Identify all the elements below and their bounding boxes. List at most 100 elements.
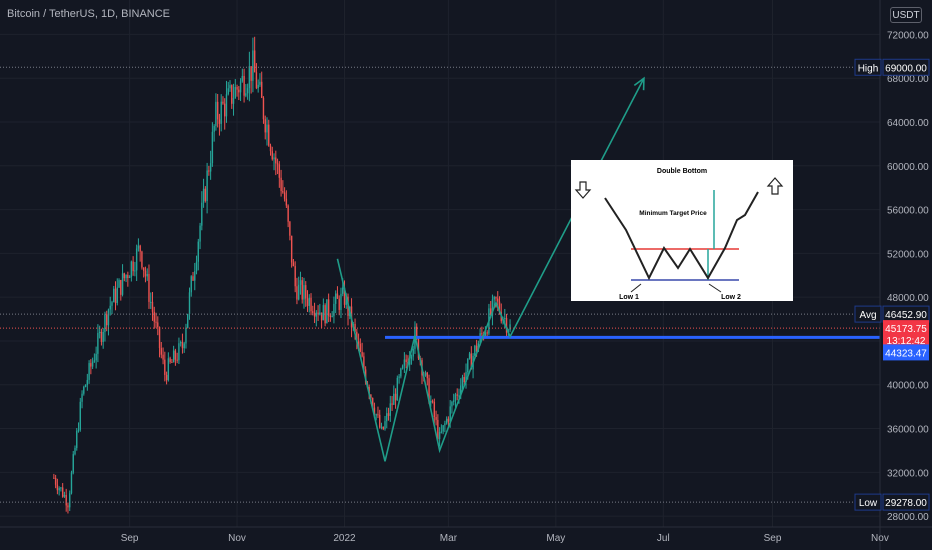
candle-body — [102, 331, 104, 342]
inset-panel — [571, 160, 793, 301]
candle-body — [266, 124, 268, 133]
candle-body — [79, 401, 81, 430]
candle-body — [135, 248, 138, 271]
candle-body — [151, 301, 154, 312]
candle-body — [305, 285, 307, 299]
candle-body — [253, 50, 256, 73]
candle-body — [262, 97, 265, 120]
candle-body — [493, 297, 495, 300]
candle-body — [164, 359, 166, 375]
candle-body — [389, 403, 391, 416]
candle-body — [243, 75, 245, 96]
candle-body — [165, 374, 168, 381]
candle-body — [195, 261, 198, 272]
candle-body — [324, 305, 326, 324]
candle-body — [127, 274, 129, 279]
low1-label: Low 1 — [619, 294, 639, 301]
candle-body — [234, 86, 236, 99]
candle-body — [146, 274, 148, 277]
time-axis[interactable]: Sep Nov 2022 Mar May Jul Sep Nov — [0, 526, 932, 544]
candle-body — [116, 287, 118, 303]
candle-body — [329, 315, 332, 317]
candle-body — [257, 84, 259, 89]
candle-body — [91, 361, 94, 367]
candle-body — [67, 505, 69, 508]
marker-price-box — [883, 344, 929, 361]
candle-body — [431, 400, 434, 402]
candle-body — [204, 188, 207, 201]
price-axis[interactable]: 28000.0032000.0036000.0040000.0044000.00… — [879, 0, 929, 550]
candle-body — [470, 353, 473, 370]
candle-body — [312, 311, 314, 313]
x-tick-label: Mar — [440, 533, 458, 544]
low2-pointer — [708, 283, 722, 293]
candle-body — [505, 318, 508, 333]
candle-body — [187, 314, 189, 328]
candle-body — [58, 488, 60, 491]
candle-body — [192, 276, 194, 281]
down-arrow-icon — [574, 181, 592, 199]
candle-body — [128, 277, 131, 279]
candle-body — [268, 124, 270, 146]
candle-body — [386, 413, 388, 422]
up-arrow-icon — [766, 177, 784, 195]
candle-body — [174, 350, 177, 360]
candle-body — [160, 348, 163, 355]
candle-body — [405, 359, 407, 362]
candle-body — [125, 274, 127, 279]
candle-body — [384, 421, 386, 430]
candle-body — [447, 418, 450, 422]
candle-body — [282, 191, 284, 193]
y-tick-label: 56000.00 — [887, 206, 929, 217]
candle-body — [301, 280, 303, 300]
candle-body — [280, 177, 282, 192]
marker-tag — [854, 493, 882, 511]
candle-body — [379, 414, 381, 428]
low1-pointer — [630, 283, 642, 293]
candle-body — [157, 322, 159, 328]
candle-body — [178, 343, 180, 361]
candle-body — [345, 296, 347, 305]
y-tick-label: 64000.00 — [887, 118, 929, 129]
currency-button[interactable]: USDT — [890, 7, 922, 23]
candle-body — [276, 163, 279, 165]
candle-body — [141, 251, 143, 268]
candle-body — [315, 312, 318, 317]
candle-body — [227, 88, 229, 95]
marker-tag — [854, 305, 882, 323]
candle-body — [382, 426, 384, 430]
candle-body — [69, 493, 71, 508]
candle-body — [98, 331, 101, 334]
candle-body — [113, 288, 115, 303]
candle-body — [53, 477, 55, 479]
candle-body — [361, 351, 363, 357]
candle-body — [410, 356, 413, 359]
y-tick-label: 52000.00 — [887, 249, 929, 260]
candle-body — [380, 426, 383, 428]
x-tick-label: Sep — [121, 533, 139, 544]
candle-body — [467, 358, 469, 373]
y-tick-label: 48000.00 — [887, 293, 929, 304]
candle-body — [132, 261, 134, 272]
candle-body — [81, 393, 83, 402]
candle-body — [338, 298, 340, 310]
candle-body — [377, 414, 379, 416]
candle-body — [509, 324, 511, 331]
candle-body — [408, 358, 411, 365]
candle-body — [229, 85, 231, 89]
candle-body — [213, 125, 215, 132]
candle-body — [375, 414, 377, 416]
candle-body — [336, 293, 339, 299]
candle-body — [303, 285, 305, 300]
x-tick-label: Nov — [871, 533, 889, 544]
candle-body — [224, 103, 226, 117]
double-bottom-inset: Double Bottom Minimum Target Price Low 1 Lo… — [571, 160, 793, 301]
symbol-title: Bitcoin / TetherUS, 1D, BINANCE — [7, 8, 171, 20]
double-bottom-pattern-line — [336, 76, 645, 462]
candle-body — [111, 302, 113, 306]
marker-price-value: 69000.00 — [885, 63, 927, 74]
candle-body — [83, 386, 85, 394]
candle-body — [313, 312, 316, 317]
candle-body — [54, 477, 57, 485]
